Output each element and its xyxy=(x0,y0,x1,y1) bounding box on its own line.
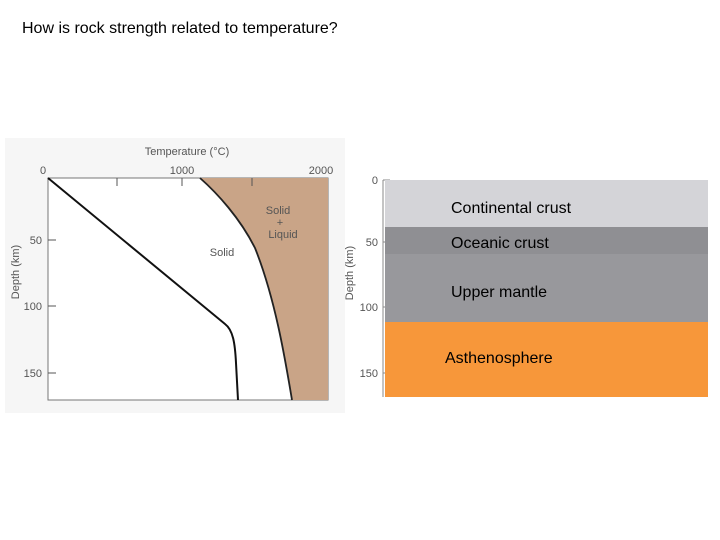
layer-oceanic-crust xyxy=(385,227,708,254)
layers-y-tick-label: 100 xyxy=(360,302,378,314)
region-label-solid-only: Solid xyxy=(210,247,234,259)
y-tick-label: 150 xyxy=(24,368,42,380)
x-tick-label: 2000 xyxy=(309,165,333,177)
layers-y-tick-label: 50 xyxy=(366,237,378,249)
solidus-curve xyxy=(199,177,293,401)
y-tick-label: 100 xyxy=(24,301,42,313)
layer-continental-crust xyxy=(385,180,708,227)
region-label-plus: + xyxy=(277,217,283,229)
region-label-solid: Solid xyxy=(266,205,290,217)
layers-y-tick-label: 150 xyxy=(360,368,378,380)
x-axis-title: Temperature (°C) xyxy=(145,146,229,158)
geotherm-curve xyxy=(47,177,239,401)
region-label-liquid: Liquid xyxy=(268,229,297,241)
layer-label-continental-crust: Continental crust xyxy=(451,200,572,217)
layers-y-tick-label: 0 xyxy=(372,175,378,187)
x-tick-label: 1000 xyxy=(170,165,194,177)
earth-layers-svg: Depth (km) 0 50 100 150 Continental crus… xyxy=(344,175,708,397)
layer-label-oceanic-crust: Oceanic crust xyxy=(451,235,549,252)
layer-label-asthenosphere: Asthenosphere xyxy=(445,350,553,367)
solid-liquid-region xyxy=(200,178,328,400)
geotherm-figure: Temperature (°C) 0 1000 2000 50 100 150 … xyxy=(5,138,345,413)
layer-upper-mantle xyxy=(385,254,708,322)
x-tick-label: 0 xyxy=(40,165,46,177)
slide-title: How is rock strength related to temperat… xyxy=(22,20,338,37)
layer-asthenosphere xyxy=(385,322,708,397)
layer-label-upper-mantle: Upper mantle xyxy=(451,284,547,301)
layers-y-axis-title: Depth (km) xyxy=(344,246,356,300)
y-tick-label: 50 xyxy=(30,235,42,247)
earth-layers-figure: Depth (km) 0 50 100 150 Continental crus… xyxy=(340,165,720,405)
y-axis-title: Depth (km) xyxy=(10,245,22,299)
geotherm-svg: Temperature (°C) 0 1000 2000 50 100 150 … xyxy=(10,146,333,401)
